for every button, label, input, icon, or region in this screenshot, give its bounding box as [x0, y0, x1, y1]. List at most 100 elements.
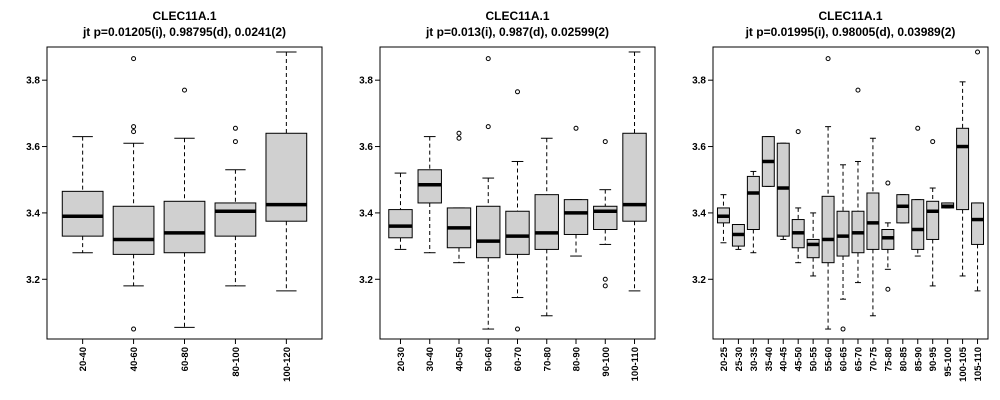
x-tick-label: 80-100 — [231, 347, 242, 377]
panel-subtitle: jt p=0.013(i), 0.987(d), 0.02599(2) — [425, 25, 609, 39]
box-35-40 — [761, 136, 775, 187]
box-75-80 — [881, 180, 895, 292]
outlier-point — [485, 56, 491, 62]
outlier-point — [182, 87, 187, 93]
boxplot-panel-age-20-year-bins: CLEC11A.1 jt p=0.01205(i), 0.98795(d), 0… — [26, 9, 323, 382]
x-tick-label: 100-105 — [958, 346, 969, 382]
outlier-point — [515, 326, 520, 332]
x-tick-label: 40-45 — [779, 346, 790, 371]
box-25-30 — [731, 224, 745, 250]
box-40-50 — [446, 130, 472, 264]
outlier-point — [515, 89, 520, 95]
outlier-point — [131, 129, 137, 135]
iqr-box — [214, 202, 257, 237]
outlier-point — [975, 49, 981, 55]
box-65-70 — [851, 87, 865, 284]
x-axis: 20-25 25-30 30-35 35-40 40-45 45-50 50-55 55-60… — [719, 339, 984, 382]
box-40-45 — [776, 142, 790, 240]
y-tick-label: 3.4 — [692, 208, 706, 219]
outlier-point — [456, 135, 462, 141]
outlier-point — [131, 326, 137, 332]
box-50-60 — [476, 56, 501, 330]
outlier-point — [915, 125, 921, 131]
x-tick-label: 45-50 — [794, 347, 805, 371]
outlier-point — [930, 139, 936, 145]
box-20-40 — [61, 136, 104, 254]
x-tick-label: 40-50 — [454, 347, 465, 371]
panel-title: CLEC11A.1 — [485, 9, 549, 23]
y-tick-label: 3.4 — [359, 208, 373, 219]
iqr-box — [388, 209, 413, 239]
box-105-110 — [971, 49, 985, 292]
outlier-point — [855, 87, 861, 93]
x-tick-label: 80-85 — [898, 346, 909, 371]
box-80-90 — [563, 125, 589, 257]
x-tick-label: 40-60 — [129, 347, 140, 371]
y-tick-label: 3.8 — [359, 76, 373, 87]
x-tick-label: 55-60 — [824, 347, 835, 371]
iqr-box — [476, 205, 501, 259]
boxes — [716, 49, 985, 332]
x-tick-label: 100-110 — [630, 347, 641, 381]
y-axis: 3.2 3.4 3.6 3.8 — [26, 76, 47, 286]
iqr-box — [112, 205, 155, 255]
x-tick-label: 25-30 — [734, 347, 745, 371]
box-30-35 — [746, 170, 760, 254]
box-80-85 — [896, 194, 910, 224]
x-tick-label: 100-120 — [282, 347, 293, 382]
x-tick-label: 20-25 — [719, 346, 730, 371]
outlier-point — [602, 139, 608, 145]
iqr-box — [806, 238, 820, 259]
outlier-point — [232, 125, 238, 131]
box-45-50 — [791, 129, 805, 264]
outlier-point — [840, 326, 846, 332]
y-tick-label: 3.2 — [26, 275, 40, 286]
box-70-80 — [534, 137, 559, 317]
x-tick-label: 80-90 — [572, 347, 583, 371]
outlier-point — [602, 283, 608, 289]
x-tick-label: 60-80 — [180, 347, 191, 371]
x-tick-label: 30-40 — [425, 347, 436, 371]
box-50-55 — [806, 212, 820, 277]
y-tick-label: 3.2 — [692, 275, 706, 286]
panel-subtitle: jt p=0.01995(i), 0.98005(d), 0.03989(2) — [745, 25, 956, 39]
outlier-point — [602, 276, 608, 282]
outlier-point — [795, 129, 801, 135]
x-tick-label: 20-30 — [396, 347, 407, 371]
boxes — [61, 51, 308, 332]
iqr-box — [971, 202, 985, 245]
y-axis: 3.2 3.4 3.6 3.8 — [692, 76, 713, 286]
outlier-point — [131, 124, 137, 130]
iqr-box — [265, 132, 308, 222]
x-tick-label: 105-110 — [973, 347, 984, 381]
x-tick-label: 75-80 — [883, 347, 894, 371]
box-90-100 — [593, 139, 618, 289]
box-95-100 — [941, 202, 955, 209]
x-tick-label: 85-90 — [913, 347, 924, 371]
plot-frame — [712, 46, 989, 340]
box-30-40 — [417, 136, 442, 254]
y-tick-label: 3.4 — [26, 208, 40, 219]
box-100-105 — [956, 81, 970, 277]
boxplot-panel-age-5-year-bins: CLEC11A.1 jt p=0.01995(i), 0.98005(d), 0… — [692, 9, 989, 382]
y-tick-label: 3.6 — [26, 142, 40, 153]
x-tick-label: 60-70 — [513, 347, 524, 371]
box-100-110 — [622, 51, 647, 292]
outlier-point — [485, 124, 491, 130]
iqr-box — [926, 200, 940, 240]
box-20-25 — [716, 194, 730, 244]
x-tick-label: 90-100 — [601, 347, 612, 377]
box-60-70 — [505, 89, 530, 332]
x-tick-label: 70-75 — [868, 346, 879, 371]
iqr-box — [505, 210, 530, 255]
boxes — [388, 51, 647, 332]
box-85-90 — [911, 125, 925, 257]
y-tick-label: 3.8 — [692, 76, 706, 87]
x-tick-label: 50-55 — [809, 346, 820, 371]
box-60-65 — [836, 164, 850, 332]
iqr-box — [534, 194, 559, 250]
iqr-box — [163, 200, 206, 254]
panel-subtitle: jt p=0.01205(i), 0.98795(d), 0.0241(2) — [82, 25, 286, 39]
panel-title: CLEC11A.1 — [818, 9, 882, 23]
